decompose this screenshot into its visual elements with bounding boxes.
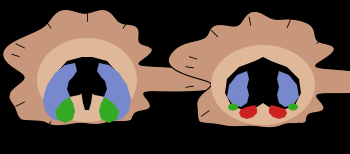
Polygon shape (99, 97, 119, 123)
Polygon shape (211, 45, 315, 125)
Polygon shape (277, 71, 299, 107)
Polygon shape (168, 11, 350, 128)
Polygon shape (97, 63, 131, 121)
Polygon shape (55, 97, 75, 123)
Polygon shape (225, 57, 301, 111)
Polygon shape (3, 9, 230, 126)
Polygon shape (227, 71, 249, 107)
Polygon shape (55, 57, 119, 97)
Polygon shape (37, 38, 137, 122)
Polygon shape (81, 89, 93, 110)
Polygon shape (269, 105, 287, 119)
Ellipse shape (228, 103, 238, 111)
Polygon shape (239, 105, 257, 119)
Polygon shape (43, 63, 77, 121)
Ellipse shape (288, 103, 298, 111)
